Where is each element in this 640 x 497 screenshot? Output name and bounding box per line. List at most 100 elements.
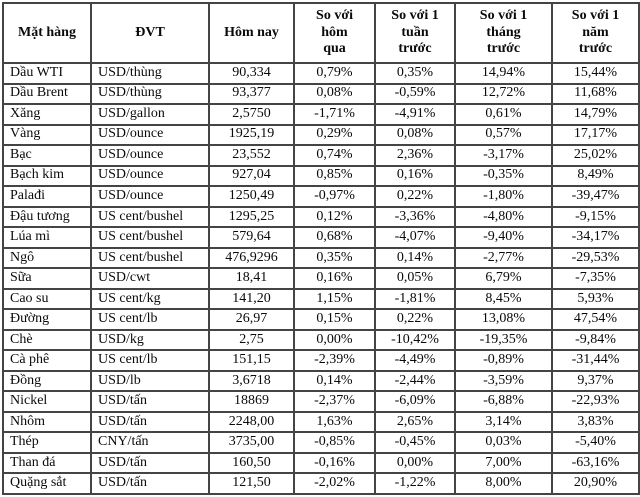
cell-change-vs-1-week: -0,59% (374, 82, 456, 106)
table-row: Cà phê US cent/lb 151,15 -2,39% -4,49% -0,89%… (2, 349, 640, 372)
header-change-vs-1-week: So với 1 tuần trước (374, 2, 456, 64)
table-row: Đồng USD/lb 3,6718 0,14% -2,44% -3,59% 9,37% (2, 369, 640, 393)
cell-change-vs-yesterday: -1,71% (293, 103, 376, 126)
cell-change-vs-1-month: -6,88% (454, 390, 553, 413)
cell-change-vs-1-week: -2,44% (374, 369, 456, 393)
cell-change-vs-1-month: -0,35% (454, 164, 553, 188)
cell-unit: US cent/lb (90, 349, 210, 372)
cell-change-vs-yesterday: 1,15% (293, 287, 376, 311)
cell-unit: USD/tấn (90, 390, 210, 413)
table-row: Than đá USD/tấn 160,50 -0,16% 0,00% 7,00% -63,… (2, 451, 640, 475)
cell-price-today: 141,20 (208, 287, 295, 311)
cell-change-vs-yesterday: -0,16% (293, 451, 376, 475)
cell-change-vs-1-week: -6,09% (374, 390, 456, 413)
table-row: Sữa USD/cwt 18,41 0,16% 0,05% 6,79% -7,35% (2, 267, 640, 290)
cell-commodity-name: Than đá (2, 451, 92, 475)
table-row: Nhôm USD/tấn 2248,00 1,63% 2,65% 3,14% 3,83% (2, 410, 640, 434)
cell-change-vs-1-year: -29,53% (551, 246, 640, 270)
cell-change-vs-1-year: 20,90% (551, 472, 640, 495)
cell-unit: USD/tấn (90, 451, 210, 475)
cell-change-vs-yesterday: 0,15% (293, 308, 376, 331)
cell-change-vs-1-year: 17,17% (551, 123, 640, 147)
cell-commodity-name: Quặng sắt (2, 472, 92, 495)
cell-change-vs-1-year: -7,35% (551, 267, 640, 290)
cell-change-vs-yesterday: 1,63% (293, 410, 376, 434)
table-row: Cao su US cent/kg 141,20 1,15% -1,81% 8,45% 5,… (2, 287, 640, 311)
table-row: Lúa mì US cent/bushel 579,64 0,68% -4,07% -9,… (2, 226, 640, 249)
cell-price-today: 2,75 (208, 328, 295, 352)
cell-change-vs-yesterday: 0,00% (293, 328, 376, 352)
cell-change-vs-yesterday: 0,79% (293, 62, 376, 85)
table-row: Đường US cent/lb 26,97 0,15% 0,22% 13,08% 47,5… (2, 308, 640, 331)
cell-price-today: 93,377 (208, 82, 295, 106)
cell-unit: CNY/tấn (90, 431, 210, 454)
table-row: Đậu tương US cent/bushel 1295,25 0,12% -3,36… (2, 205, 640, 229)
cell-unit: USD/lb (90, 369, 210, 393)
cell-commodity-name: Đường (2, 308, 92, 331)
cell-price-today: 26,97 (208, 308, 295, 331)
cell-change-vs-1-month: 8,45% (454, 287, 553, 311)
cell-change-vs-1-year: 15,44% (551, 62, 640, 85)
cell-unit: US cent/lb (90, 308, 210, 331)
header-row: Mặt hàng ĐVT Hôm nay So với hôm qua So v… (2, 2, 640, 64)
cell-unit: USD/thùng (90, 62, 210, 85)
cell-change-vs-1-week: -1,81% (374, 287, 456, 311)
cell-change-vs-1-year: -31,44% (551, 349, 640, 372)
cell-change-vs-1-week: -3,36% (374, 205, 456, 229)
cell-commodity-name: Palađi (2, 185, 92, 208)
cell-commodity-name: Thép (2, 431, 92, 454)
table-row: Xăng USD/gallon 2,5750 -1,71% -4,91% 0,61% 14,… (2, 103, 640, 126)
header-change-vs-1-year: So với 1 năm trước (551, 2, 640, 64)
cell-commodity-name: Dầu WTI (2, 62, 92, 85)
cell-price-today: 2248,00 (208, 410, 295, 434)
cell-change-vs-1-year: -5,40% (551, 431, 640, 454)
cell-price-today: 18,41 (208, 267, 295, 290)
cell-change-vs-1-week: 0,22% (374, 308, 456, 331)
header-unit: ĐVT (90, 2, 210, 64)
cell-change-vs-yesterday: 0,35% (293, 246, 376, 270)
cell-unit: USD/tấn (90, 472, 210, 495)
cell-commodity-name: Cao su (2, 287, 92, 311)
cell-unit: USD/ounce (90, 164, 210, 188)
cell-unit: USD/gallon (90, 103, 210, 126)
cell-change-vs-1-week: 2,65% (374, 410, 456, 434)
cell-change-vs-1-week: -10,42% (374, 328, 456, 352)
cell-unit: USD/cwt (90, 267, 210, 290)
cell-commodity-name: Nickel (2, 390, 92, 413)
cell-change-vs-yesterday: 0,68% (293, 226, 376, 249)
cell-change-vs-1-year: 47,54% (551, 308, 640, 331)
cell-price-today: 1925,19 (208, 123, 295, 147)
cell-change-vs-1-month: 12,72% (454, 82, 553, 106)
cell-unit: USD/kg (90, 328, 210, 352)
cell-change-vs-1-year: -9,15% (551, 205, 640, 229)
cell-commodity-name: Đồng (2, 369, 92, 393)
cell-price-today: 927,04 (208, 164, 295, 188)
cell-commodity-name: Cà phê (2, 349, 92, 372)
cell-change-vs-yesterday: 0,08% (293, 82, 376, 106)
cell-change-vs-yesterday: 0,74% (293, 144, 376, 167)
cell-change-vs-1-week: -0,45% (374, 431, 456, 454)
cell-change-vs-1-year: -39,47% (551, 185, 640, 208)
cell-change-vs-1-year: -22,93% (551, 390, 640, 413)
cell-change-vs-yesterday: 0,29% (293, 123, 376, 147)
cell-unit: US cent/bushel (90, 205, 210, 229)
cell-change-vs-yesterday: -0,85% (293, 431, 376, 454)
cell-price-today: 160,50 (208, 451, 295, 475)
cell-change-vs-1-week: 0,22% (374, 185, 456, 208)
cell-change-vs-1-year: 3,83% (551, 410, 640, 434)
cell-change-vs-1-month: -1,80% (454, 185, 553, 208)
cell-price-today: 121,50 (208, 472, 295, 495)
cell-change-vs-1-week: -4,07% (374, 226, 456, 249)
cell-commodity-name: Ngô (2, 246, 92, 270)
cell-commodity-name: Dầu Brent (2, 82, 92, 106)
table-row: Vàng USD/ounce 1925,19 0,29% 0,08% 0,57% 17,17… (2, 123, 640, 147)
cell-change-vs-1-week: 0,16% (374, 164, 456, 188)
cell-change-vs-1-month: 0,03% (454, 431, 553, 454)
table-row: Ngô US cent/bushel 476,9296 0,35% 0,14% -2,77… (2, 246, 640, 270)
cell-commodity-name: Đậu tương (2, 205, 92, 229)
cell-price-today: 23,552 (208, 144, 295, 167)
cell-change-vs-1-week: -4,91% (374, 103, 456, 126)
cell-change-vs-1-year: 9,37% (551, 369, 640, 393)
cell-change-vs-1-week: 0,05% (374, 267, 456, 290)
